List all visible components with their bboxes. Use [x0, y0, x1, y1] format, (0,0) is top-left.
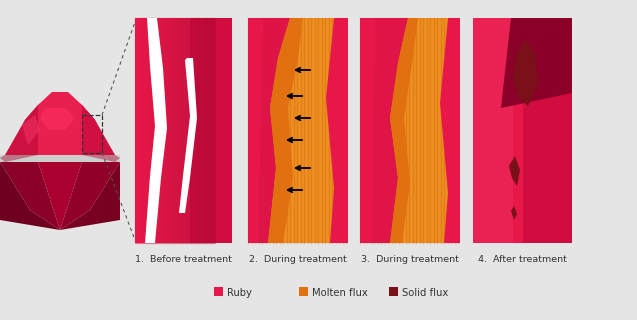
- Text: Solid flux: Solid flux: [401, 289, 448, 299]
- Polygon shape: [509, 156, 520, 186]
- Bar: [389, 286, 397, 295]
- Polygon shape: [82, 155, 120, 162]
- Polygon shape: [523, 18, 572, 243]
- Bar: [135, 18, 232, 243]
- Polygon shape: [5, 105, 38, 155]
- Polygon shape: [38, 92, 82, 105]
- Polygon shape: [22, 115, 40, 145]
- Bar: [248, 18, 348, 243]
- Polygon shape: [60, 162, 120, 230]
- Polygon shape: [0, 162, 60, 230]
- Polygon shape: [0, 162, 60, 230]
- Polygon shape: [268, 18, 303, 243]
- Polygon shape: [326, 18, 348, 243]
- Text: Ruby: Ruby: [227, 289, 252, 299]
- Text: 1.  Before treatment: 1. Before treatment: [135, 255, 232, 264]
- Bar: [213, 286, 222, 295]
- Polygon shape: [82, 105, 115, 155]
- Polygon shape: [190, 18, 232, 243]
- Polygon shape: [40, 108, 75, 130]
- Polygon shape: [248, 18, 290, 243]
- Polygon shape: [179, 58, 197, 213]
- Polygon shape: [360, 18, 408, 243]
- Polygon shape: [38, 92, 82, 105]
- Bar: [360, 18, 460, 243]
- Polygon shape: [5, 105, 38, 155]
- Bar: [299, 286, 308, 295]
- Polygon shape: [473, 18, 513, 243]
- Bar: [473, 18, 572, 243]
- Polygon shape: [513, 40, 538, 106]
- Polygon shape: [25, 105, 95, 155]
- Polygon shape: [501, 18, 572, 108]
- Polygon shape: [372, 18, 408, 243]
- Polygon shape: [145, 18, 167, 243]
- Text: 2.  During treatment: 2. During treatment: [249, 255, 347, 264]
- Polygon shape: [390, 18, 418, 243]
- Polygon shape: [82, 105, 115, 155]
- Text: 3.  During treatment: 3. During treatment: [361, 255, 459, 264]
- Polygon shape: [0, 155, 38, 162]
- Text: Molten flux: Molten flux: [311, 289, 368, 299]
- Polygon shape: [60, 162, 120, 230]
- Polygon shape: [38, 162, 82, 230]
- Polygon shape: [511, 206, 517, 220]
- Polygon shape: [0, 155, 120, 162]
- Polygon shape: [258, 18, 290, 243]
- Polygon shape: [440, 18, 460, 243]
- Bar: [82, 115, 102, 153]
- Text: 4.  After treatment: 4. After treatment: [478, 255, 567, 264]
